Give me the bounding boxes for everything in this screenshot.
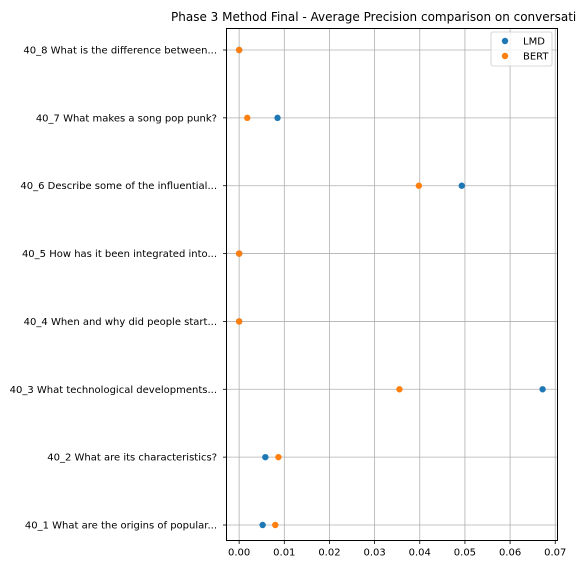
point-lmd-2 [262, 453, 269, 461]
grid [226, 28, 558, 541]
legend-marker-bert [501, 52, 509, 60]
x-axis: 0.00 0.01 0.02 0.03 0.04 0.05 0.06 0.07 [228, 540, 566, 559]
point-lmd-1 [259, 521, 266, 529]
x-tick-label: 0.07 [544, 548, 566, 559]
point-bert-1 [272, 521, 279, 529]
y-tick-label: 40_1 What are the origins of popular... [25, 521, 217, 532]
legend-marker-lmd [501, 37, 509, 45]
plot-frame [226, 28, 558, 541]
y-tick-label: 40_8 What is the difference between... [23, 46, 217, 57]
data-points [235, 46, 546, 529]
x-tick-label: 0.05 [454, 548, 476, 559]
point-bert-4 [235, 318, 243, 325]
point-bert-5 [235, 250, 243, 257]
x-tick-label: 0.03 [363, 548, 385, 559]
y-tick-label: 40_3 What technological developments... [10, 385, 217, 396]
x-tick-label: 0.00 [228, 548, 250, 559]
point-bert-2 [275, 453, 282, 461]
x-tick-label: 0.01 [273, 548, 295, 559]
point-bert-7 [244, 114, 251, 122]
legend: LMD BERT [490, 31, 553, 67]
point-bert-6 [415, 182, 423, 189]
y-tick-label: 40_4 When and why did people start... [24, 317, 217, 328]
legend-label-bert: BERT [523, 52, 549, 63]
x-tick-label: 0.04 [409, 548, 431, 559]
point-lmd-7 [274, 114, 281, 122]
point-lmd-6 [458, 182, 465, 189]
y-tick-label: 40_2 What are its characteristics? [47, 453, 217, 464]
y-tick-label: 40_7 What makes a song pop punk? [36, 113, 217, 124]
y-axis: 40_1 What are the origins of popular... 4… [10, 46, 227, 532]
point-bert-3 [396, 386, 403, 393]
point-bert-8 [235, 46, 243, 54]
y-tick-label: 40_5 How has it been integrated into... [22, 249, 217, 260]
x-tick-label: 0.02 [318, 548, 340, 559]
point-lmd-3 [539, 386, 546, 393]
y-tick-label: 40_6 Describe some of the influential... [20, 181, 217, 192]
x-tick-label: 0.06 [499, 548, 521, 559]
chart-title: Phase 3 Method Final - Average Precision… [171, 10, 576, 24]
legend-label-lmd: LMD [523, 37, 545, 48]
